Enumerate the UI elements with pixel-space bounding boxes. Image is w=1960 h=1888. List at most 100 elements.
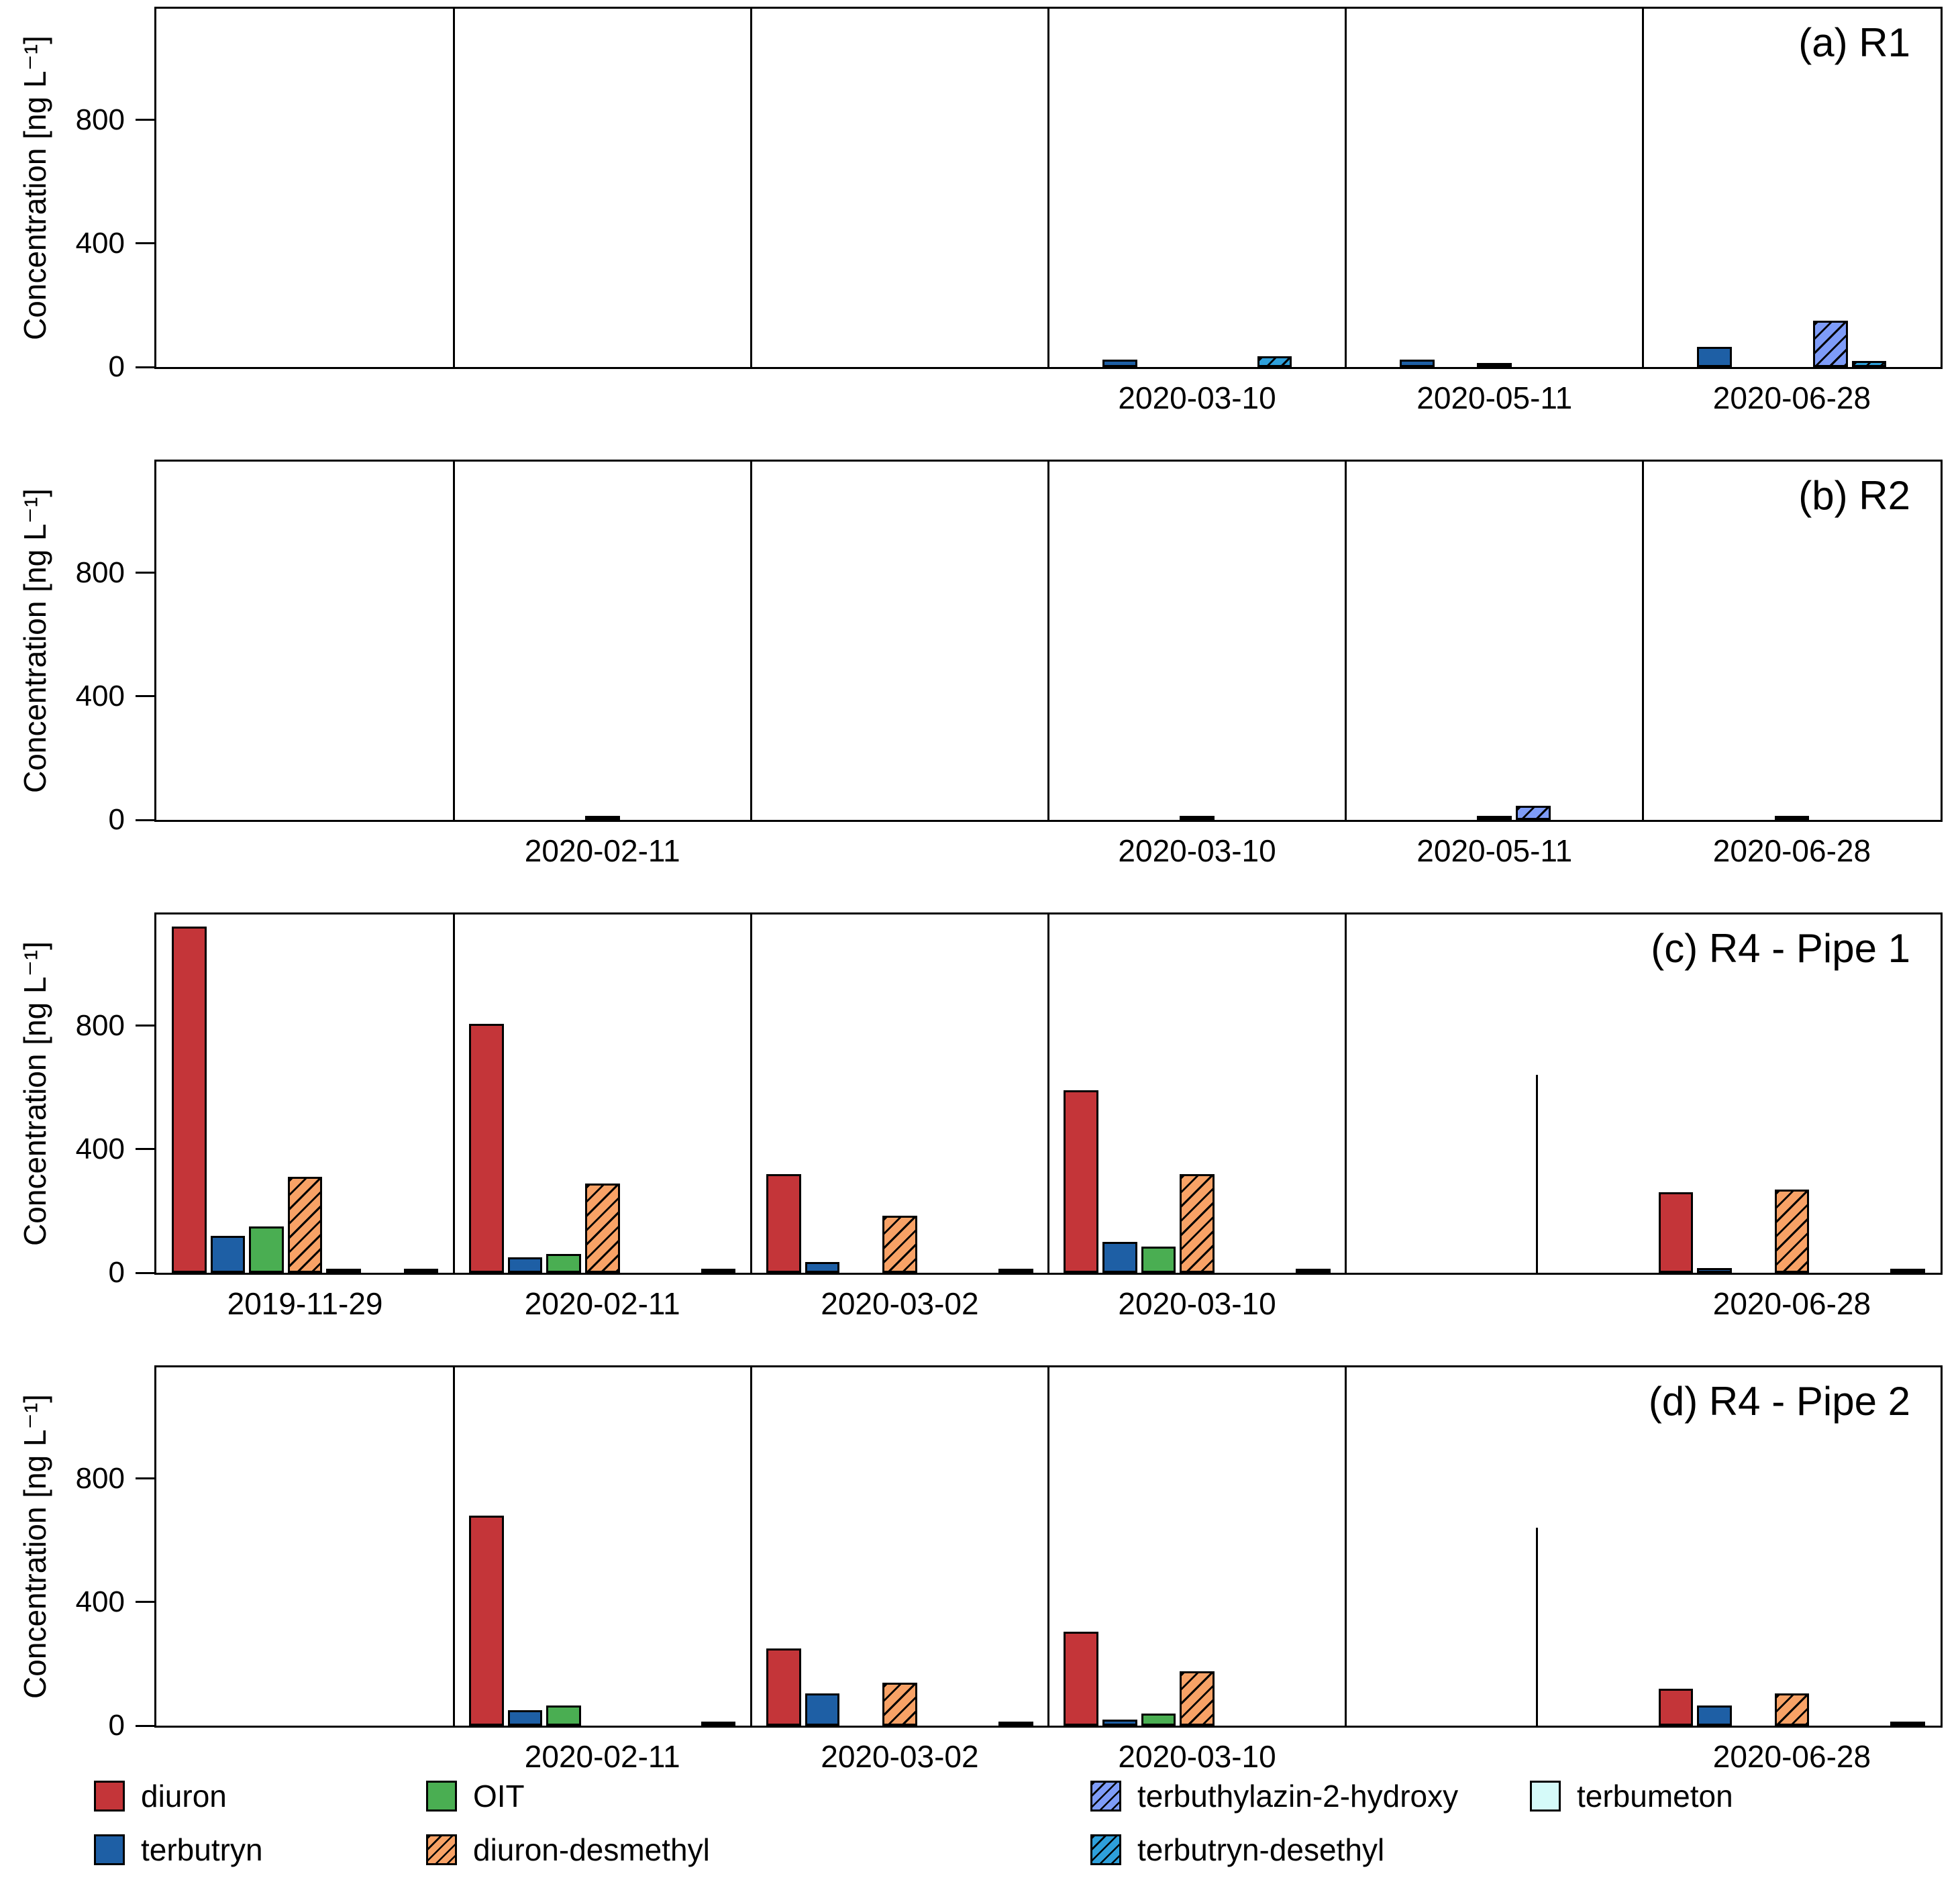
bar-terbutryn bbox=[1102, 359, 1137, 367]
bar-oit bbox=[1141, 1713, 1176, 1726]
thin-bar bbox=[1536, 1075, 1539, 1273]
x-axis-date-label: 2020-06-28 bbox=[1712, 1286, 1871, 1321]
x-axis-date-label: 2019-11-29 bbox=[227, 1286, 383, 1321]
bar-diuron bbox=[469, 1515, 504, 1726]
bar-diuron bbox=[1658, 1192, 1694, 1273]
x-axis-date-label: 2020-03-10 bbox=[1118, 1739, 1276, 1774]
plot-area: (a) R1 bbox=[154, 7, 1943, 369]
legend-swatch-diuron-desmethyl bbox=[426, 1834, 457, 1865]
column-separator bbox=[1047, 1367, 1049, 1726]
bar-diuron bbox=[469, 1024, 504, 1273]
bar-diuron-desmethyl bbox=[1774, 816, 1810, 820]
x-axis-date-label: 2020-03-10 bbox=[1118, 833, 1276, 868]
bar-diuron-desmethyl bbox=[882, 1215, 917, 1273]
y-tick-label: 400 bbox=[75, 1585, 125, 1618]
y-tick-label: 800 bbox=[75, 556, 125, 589]
y-tick-label: 0 bbox=[108, 350, 125, 383]
x-axis-date-label: 2020-03-10 bbox=[1118, 1286, 1276, 1321]
legend-label: terbutryn-desethyl bbox=[1137, 1832, 1385, 1867]
bar-diuron-desmethyl bbox=[584, 1183, 620, 1273]
bar-diuron-desmethyl bbox=[1774, 1693, 1810, 1726]
legend-item-diuron: diuron bbox=[94, 1778, 426, 1814]
y-tick-label: 400 bbox=[75, 1132, 125, 1165]
y-tick-mark bbox=[136, 1148, 154, 1151]
legend-label: diuron-desmethyl bbox=[473, 1832, 710, 1867]
panel-title: (b) R2 bbox=[1798, 473, 1910, 518]
bar-terbuthylazin-2-hydroxy bbox=[1813, 320, 1848, 367]
bar-diuron bbox=[171, 927, 207, 1273]
x-axis-date-label: 2020-06-28 bbox=[1712, 1739, 1871, 1774]
x-axis-date-label: 2020-03-02 bbox=[821, 1286, 979, 1321]
y-tick-mark bbox=[136, 695, 154, 698]
column-separator bbox=[452, 9, 455, 367]
plot-area: (d) R4 - Pipe 2 bbox=[154, 1365, 1943, 1728]
panel-1: Concentration [ng L⁻¹] 0 400 800 (a) R1 2020-… bbox=[0, 7, 1960, 415]
bar-terbutryn bbox=[805, 1261, 840, 1273]
legend-label: terbumeton bbox=[1577, 1779, 1733, 1814]
bar-terbutryn bbox=[507, 1710, 543, 1726]
bar-diuron bbox=[766, 1648, 801, 1726]
bar-terbumeton bbox=[998, 1269, 1033, 1273]
legend-label: OIT bbox=[473, 1779, 525, 1814]
y-axis-label: Concentration [ng L⁻¹] bbox=[17, 488, 52, 793]
bar-terbuthylazin-2-hydroxy bbox=[326, 1269, 361, 1273]
y-axis-label: Concentration [ng L⁻¹] bbox=[17, 36, 52, 340]
column-separator bbox=[452, 914, 455, 1273]
bar-terbutryn bbox=[1400, 359, 1435, 367]
y-tick-label: 400 bbox=[75, 226, 125, 260]
column-separator bbox=[1345, 914, 1347, 1273]
legend-swatch-terbutryn-desethyl bbox=[1090, 1834, 1121, 1865]
bar-diuron-desmethyl bbox=[1477, 816, 1512, 820]
legend-label: terbuthylazin-2-hydroxy bbox=[1137, 1779, 1459, 1814]
bar-oit bbox=[546, 1254, 581, 1273]
y-tick-mark bbox=[136, 572, 154, 574]
legend-item-oit: OIT bbox=[426, 1778, 1090, 1814]
column-separator bbox=[1345, 462, 1347, 820]
y-tick-label: 800 bbox=[75, 1008, 125, 1042]
y-tick-label: 800 bbox=[75, 103, 125, 136]
column-separator bbox=[452, 462, 455, 820]
legend-swatch-diuron bbox=[94, 1781, 125, 1812]
bar-oit bbox=[1141, 1246, 1176, 1273]
bar-diuron bbox=[766, 1173, 801, 1273]
y-tick-mark bbox=[136, 119, 154, 121]
bar-diuron bbox=[1064, 1090, 1099, 1273]
bar-terbutryn bbox=[1697, 1268, 1732, 1273]
y-tick-mark bbox=[136, 819, 154, 821]
x-axis-date-label: 2020-03-10 bbox=[1118, 380, 1276, 415]
bar-terbumeton bbox=[701, 1269, 736, 1273]
y-tick-label: 400 bbox=[75, 679, 125, 713]
panel-title: (c) R4 - Pipe 1 bbox=[1651, 926, 1910, 971]
column-separator bbox=[1047, 914, 1049, 1273]
y-tick-mark bbox=[136, 1271, 154, 1274]
bar-diuron bbox=[1658, 1688, 1694, 1726]
y-tick-label: 0 bbox=[108, 1256, 125, 1289]
x-axis-date-label: 2020-03-02 bbox=[821, 1739, 979, 1774]
legend-swatch-oit bbox=[426, 1781, 457, 1812]
y-axis-label: Concentration [ng L⁻¹] bbox=[17, 941, 52, 1246]
bar-diuron-desmethyl bbox=[1477, 363, 1512, 367]
y-tick-mark bbox=[136, 1477, 154, 1480]
bar-terbumeton bbox=[998, 1722, 1033, 1726]
x-axis-date-label: 2020-02-11 bbox=[524, 1739, 680, 1774]
panel-title: (a) R1 bbox=[1798, 20, 1910, 65]
bar-terbutryn bbox=[1697, 1706, 1732, 1726]
x-axis-date-label: 2020-02-11 bbox=[524, 833, 680, 868]
bar-diuron-desmethyl bbox=[1180, 816, 1215, 820]
bar-diuron bbox=[1064, 1631, 1099, 1726]
legend-item-terbumeton: terbumeton bbox=[1530, 1778, 1906, 1814]
y-tick-mark bbox=[136, 242, 154, 245]
legend-item-terbutryn-desethyl: terbutryn-desethyl bbox=[1090, 1832, 1530, 1868]
bar-terbutryn bbox=[210, 1235, 246, 1273]
bar-diuron-desmethyl bbox=[882, 1682, 917, 1726]
panel-4: Concentration [ng L⁻¹] 0 400 800 (d) R4 - Pi… bbox=[0, 1365, 1960, 1774]
legend-swatch-terbutryn bbox=[94, 1834, 125, 1865]
panel-2: Concentration [ng L⁻¹] 0 400 800 (b) R2 2020-… bbox=[0, 460, 1960, 868]
legend-swatch-terbumeton bbox=[1530, 1781, 1561, 1812]
bar-terbumeton bbox=[701, 1722, 736, 1726]
plot-area: (c) R4 - Pipe 1 bbox=[154, 912, 1943, 1275]
column-separator bbox=[1345, 9, 1347, 367]
x-axis-date-label: 2020-06-28 bbox=[1712, 833, 1871, 868]
column-separator bbox=[1642, 9, 1645, 367]
